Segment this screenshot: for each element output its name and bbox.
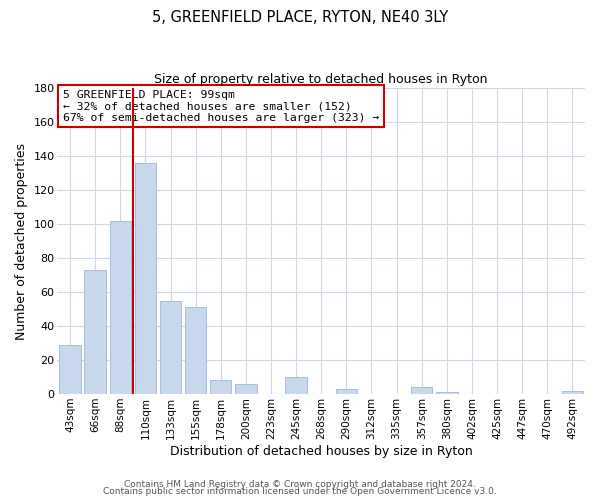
Bar: [235, 384, 257, 394]
Bar: [135, 163, 156, 394]
Bar: [411, 387, 433, 394]
Bar: [59, 344, 80, 394]
Bar: [85, 270, 106, 394]
Bar: [110, 220, 131, 394]
Text: 5, GREENFIELD PLACE, RYTON, NE40 3LY: 5, GREENFIELD PLACE, RYTON, NE40 3LY: [152, 10, 448, 25]
X-axis label: Distribution of detached houses by size in Ryton: Distribution of detached houses by size …: [170, 444, 473, 458]
Text: 5 GREENFIELD PLACE: 99sqm
← 32% of detached houses are smaller (152)
67% of semi: 5 GREENFIELD PLACE: 99sqm ← 32% of detac…: [63, 90, 379, 123]
Bar: [185, 308, 206, 394]
Bar: [210, 380, 232, 394]
Bar: [562, 390, 583, 394]
Y-axis label: Number of detached properties: Number of detached properties: [15, 142, 28, 340]
Bar: [160, 300, 181, 394]
Bar: [286, 377, 307, 394]
Text: Contains HM Land Registry data © Crown copyright and database right 2024.: Contains HM Land Registry data © Crown c…: [124, 480, 476, 489]
Bar: [335, 389, 357, 394]
Text: Contains public sector information licensed under the Open Government Licence v3: Contains public sector information licen…: [103, 487, 497, 496]
Title: Size of property relative to detached houses in Ryton: Size of property relative to detached ho…: [154, 72, 488, 86]
Bar: [436, 392, 458, 394]
